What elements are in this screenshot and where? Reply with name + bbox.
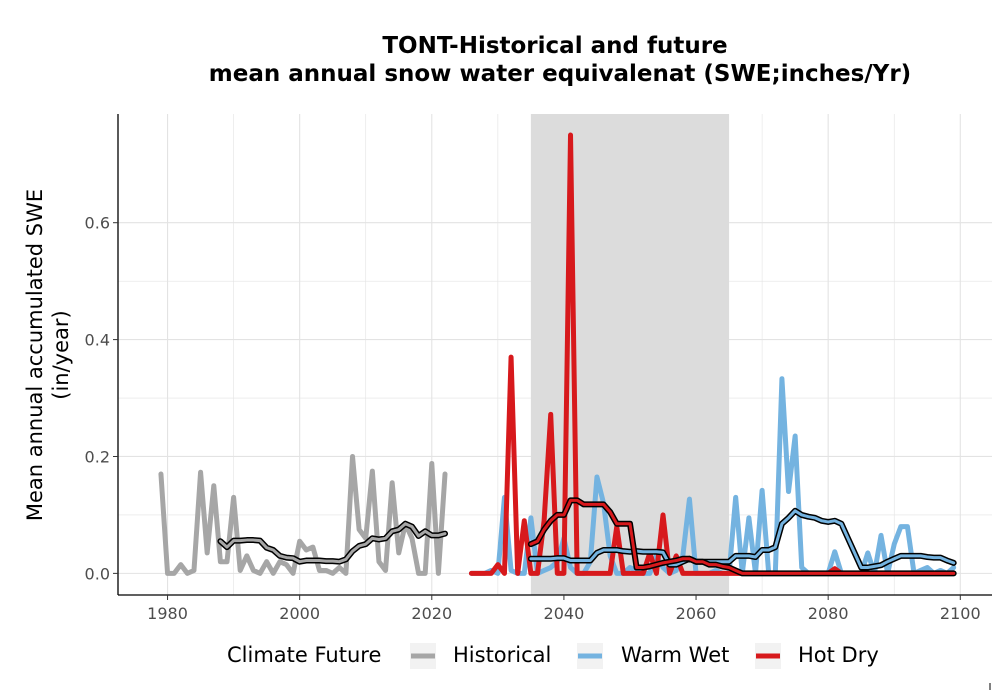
x-tick-label: 2080 xyxy=(808,604,849,623)
axes xyxy=(113,114,992,600)
x-tick-label: 2060 xyxy=(676,604,717,623)
rolling-mean-line-historical xyxy=(218,522,447,564)
y-axis-title-line-1: Mean annual accumulated SWE xyxy=(23,189,47,521)
chart-title-line-1: TONT-Historical and future xyxy=(382,33,727,59)
y-tick-label: 0.4 xyxy=(85,331,110,350)
y-tick-label: 0.2 xyxy=(85,447,110,466)
chart-title-line-2: mean annual snow water equivalenat (SWE;… xyxy=(209,61,911,87)
tick-labels: 1980 2000 2020 2040 2060 2080 2100 0.0 0.2 0.4 0.6 xyxy=(85,214,981,623)
x-tick-label: 2040 xyxy=(544,604,585,623)
rolling-mean-line-hot-dry xyxy=(529,498,956,575)
rolling-mean-line-warm-wet xyxy=(529,509,956,570)
legend-title: Climate Future xyxy=(227,643,381,667)
y-axis-title-line-2: (in/year) xyxy=(49,310,73,399)
legend-label-hot-dry: Hot Dry xyxy=(798,643,879,667)
series-line-historical xyxy=(158,453,448,576)
legend-label-warm-wet: Warm Wet xyxy=(621,643,729,667)
x-tick-label: 2000 xyxy=(279,604,320,623)
y-tick-label: 0.6 xyxy=(85,214,110,233)
x-tick-label: 2020 xyxy=(411,604,452,623)
series-lines xyxy=(158,132,957,577)
x-tick-label: 2100 xyxy=(940,604,981,623)
x-tick-label: 1980 xyxy=(147,604,188,623)
legend: Climate Future Historical Warm Wet Hot D… xyxy=(227,643,879,669)
legend-label-historical: Historical xyxy=(453,643,551,667)
y-tick-label: 0.0 xyxy=(85,564,110,583)
